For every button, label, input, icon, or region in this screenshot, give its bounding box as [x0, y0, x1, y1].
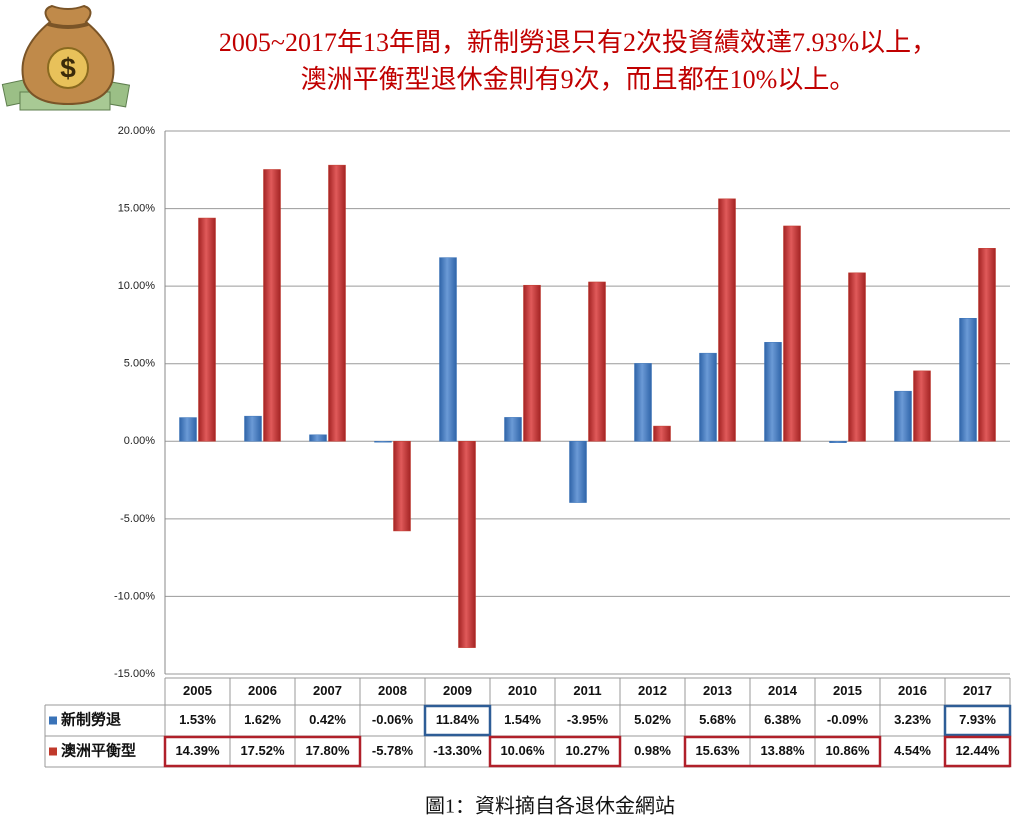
highlight-box: [163, 735, 362, 768]
y-tick-label: -15.00%: [114, 668, 155, 680]
legend-label: 新制勞退: [61, 710, 121, 728]
highlight-box: [683, 735, 882, 768]
x-tick-label: 2007: [313, 683, 342, 698]
value-label: 3.23%: [894, 712, 931, 727]
value-label: 11.84%: [436, 712, 480, 727]
bar: [244, 415, 262, 442]
title-line: 2005~2017年13年間，新制勞退只有2次投資績效達7.93%以上，: [219, 28, 937, 57]
y-tick-label: 15.00%: [118, 202, 156, 214]
value-label: 15.63%: [695, 743, 740, 758]
x-tick-label: 2008: [378, 683, 407, 698]
y-tick-label: 20.00%: [118, 125, 156, 137]
bar: [328, 164, 346, 442]
bar: [764, 342, 782, 442]
money-bag-icon: $: [1, 4, 131, 111]
bar: [393, 441, 411, 532]
x-tick-label: 2005: [183, 683, 212, 698]
y-tick-label: 5.00%: [124, 358, 155, 370]
value-label: 10.86%: [825, 743, 870, 758]
value-label: 6.38%: [764, 712, 801, 727]
y-tick-label: -5.00%: [120, 513, 155, 525]
svg-text:$: $: [60, 52, 76, 83]
bar: [699, 352, 717, 442]
value-label: -3.95%: [567, 712, 609, 727]
value-label: 1.62%: [244, 712, 281, 727]
highlight-box: [423, 704, 492, 737]
highlight-box: [488, 735, 622, 768]
bar: [374, 441, 392, 443]
bar: [913, 370, 931, 442]
bar: [829, 441, 847, 443]
highlight-box: [943, 704, 1012, 737]
x-tick-label: 2010: [508, 683, 537, 698]
value-label: 10.27%: [565, 743, 610, 758]
x-tick-label: 2012: [638, 683, 667, 698]
value-label: 5.68%: [699, 712, 736, 727]
value-label: 7.93%: [959, 712, 996, 727]
bar: [458, 441, 476, 648]
value-label: -0.06%: [372, 712, 414, 727]
bar: [523, 284, 541, 442]
legend-label: 澳洲平衡型: [61, 741, 136, 759]
value-label: 1.54%: [504, 712, 541, 727]
caption: 圖1：資料摘自各退休金網站: [425, 795, 675, 818]
value-label: 17.80%: [305, 743, 350, 758]
title-line: 澳洲平衡型退休金則有9次，而且都在10%以上。: [301, 65, 856, 94]
x-tick-label: 2006: [248, 683, 277, 698]
x-tick-label: 2016: [898, 683, 927, 698]
legend-swatch: [49, 747, 57, 756]
bar: [263, 169, 281, 442]
bar: [588, 281, 606, 442]
x-tick-label: 2009: [443, 683, 472, 698]
bar: [179, 417, 197, 442]
x-tick-label: 2014: [768, 683, 798, 698]
y-tick-label: 0.00%: [124, 435, 155, 447]
bar: [634, 363, 652, 442]
value-label: 0.42%: [309, 712, 346, 727]
bar: [198, 217, 216, 442]
value-label: 10.06%: [500, 743, 545, 758]
value-label: 14.39%: [175, 743, 220, 758]
x-tick-label: 2013: [703, 683, 732, 698]
value-label: 4.54%: [894, 743, 931, 758]
value-label: 12.44%: [955, 743, 1000, 758]
legend-swatch: [49, 716, 57, 725]
value-label: 1.53%: [179, 712, 216, 727]
plot: -15.00% -10.00% -5.00% 0.00% 5.00% 10.00% 15.0…: [44, 125, 1012, 768]
bar: [978, 248, 996, 442]
x-tick-label: 2011: [573, 683, 601, 698]
bar: [894, 390, 912, 442]
bar: [783, 225, 801, 442]
bar: [504, 417, 522, 442]
y-tick-label: -10.00%: [114, 590, 155, 602]
x-tick-label: 2017: [963, 683, 992, 698]
value-label: -13.30%: [433, 743, 482, 758]
value-label: -5.78%: [372, 743, 414, 758]
bar: [309, 434, 327, 442]
bar: [718, 198, 736, 442]
value-label: 13.88%: [760, 743, 805, 758]
y-tick-label: 10.00%: [118, 280, 156, 292]
value-label: 0.98%: [634, 743, 671, 758]
highlight-box: [943, 735, 1012, 768]
bar: [653, 425, 671, 442]
bar: [848, 272, 866, 442]
value-label: -0.09%: [827, 712, 869, 727]
bar: [569, 441, 587, 503]
value-label: 17.52%: [240, 743, 285, 758]
bar: [959, 318, 977, 442]
x-tick-label: 2015: [833, 683, 862, 698]
bar: [439, 257, 457, 442]
value-label: 5.02%: [634, 712, 671, 727]
